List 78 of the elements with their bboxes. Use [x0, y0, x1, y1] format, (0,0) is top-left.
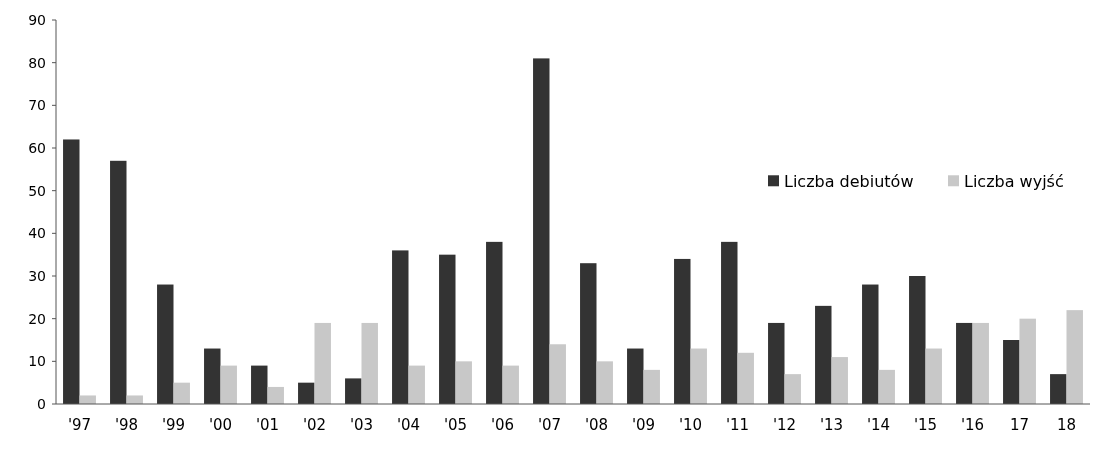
bar	[220, 365, 237, 404]
y-tick-label: 40	[28, 225, 46, 242]
bar	[314, 322, 331, 404]
bar	[815, 305, 832, 404]
bar	[267, 386, 284, 404]
x-tick-label: '07	[537, 416, 562, 434]
bar	[643, 369, 660, 404]
bar	[549, 344, 566, 404]
x-tick-label: '02	[302, 416, 327, 434]
x-tick-label: 18	[1056, 416, 1077, 434]
y-tick-label: 0	[37, 395, 46, 412]
bar	[173, 382, 190, 404]
bar	[690, 348, 707, 404]
bar	[972, 322, 989, 404]
bar	[361, 322, 378, 404]
x-tick-label: '05	[443, 416, 468, 434]
bar	[455, 361, 472, 404]
y-tick-label: 90	[28, 11, 46, 28]
x-tick-label: 17	[1009, 416, 1030, 434]
y-tick-label: 30	[28, 267, 46, 284]
y-tick-label: 10	[28, 353, 46, 370]
bar	[1066, 310, 1083, 404]
x-tick-label: '08	[584, 416, 609, 434]
bar	[925, 348, 942, 404]
bar	[110, 160, 127, 404]
bar	[768, 322, 785, 404]
bar	[956, 322, 973, 404]
bar	[502, 365, 519, 404]
y-tick-label: 50	[28, 182, 46, 199]
bar	[251, 365, 268, 404]
bar	[486, 241, 503, 404]
bar	[831, 357, 848, 404]
bar	[157, 284, 174, 404]
bar	[533, 58, 550, 404]
bar	[784, 374, 801, 404]
y-tick-label: 60	[28, 139, 46, 156]
bar	[126, 395, 143, 404]
x-tick-label: '03	[349, 416, 374, 434]
y-tick-label: 70	[28, 97, 46, 114]
bar	[580, 263, 597, 404]
legend-label: Liczba debiutów	[784, 171, 914, 191]
x-tick-label: '12	[772, 416, 797, 434]
legend-label: Liczba wyjść	[964, 171, 1064, 191]
x-tick-label: '15	[913, 416, 938, 434]
bar	[878, 369, 895, 404]
bar	[596, 361, 613, 404]
bar	[439, 254, 456, 404]
x-tick-label: '06	[490, 416, 515, 434]
bar	[1050, 374, 1067, 404]
x-tick-label: '98	[114, 416, 139, 434]
bar	[674, 258, 691, 404]
bar	[408, 365, 425, 404]
x-tick-label: '14	[866, 416, 891, 434]
bar	[627, 348, 644, 404]
bar	[392, 250, 409, 404]
x-tick-label: '01	[255, 416, 280, 434]
bar	[298, 382, 315, 404]
bar	[1003, 340, 1020, 404]
x-tick-label: '99	[161, 416, 186, 434]
x-tick-label: '00	[208, 416, 233, 434]
bar	[1019, 318, 1036, 404]
y-tick-label: 20	[28, 310, 46, 327]
x-tick-label: '11	[725, 416, 750, 434]
x-tick-label: '97	[67, 416, 92, 434]
bar	[204, 348, 221, 404]
bar	[909, 276, 926, 404]
bar	[721, 241, 738, 404]
bar	[63, 139, 80, 404]
bar	[737, 352, 754, 404]
x-tick-label: '09	[631, 416, 656, 434]
x-tick-label: '10	[678, 416, 703, 434]
y-tick-label: 80	[28, 54, 46, 71]
bar	[345, 378, 362, 404]
bar	[79, 395, 96, 404]
bar	[862, 284, 879, 404]
x-tick-label: '04	[396, 416, 421, 434]
x-tick-label: '13	[819, 416, 844, 434]
x-tick-label: '16	[960, 416, 985, 434]
